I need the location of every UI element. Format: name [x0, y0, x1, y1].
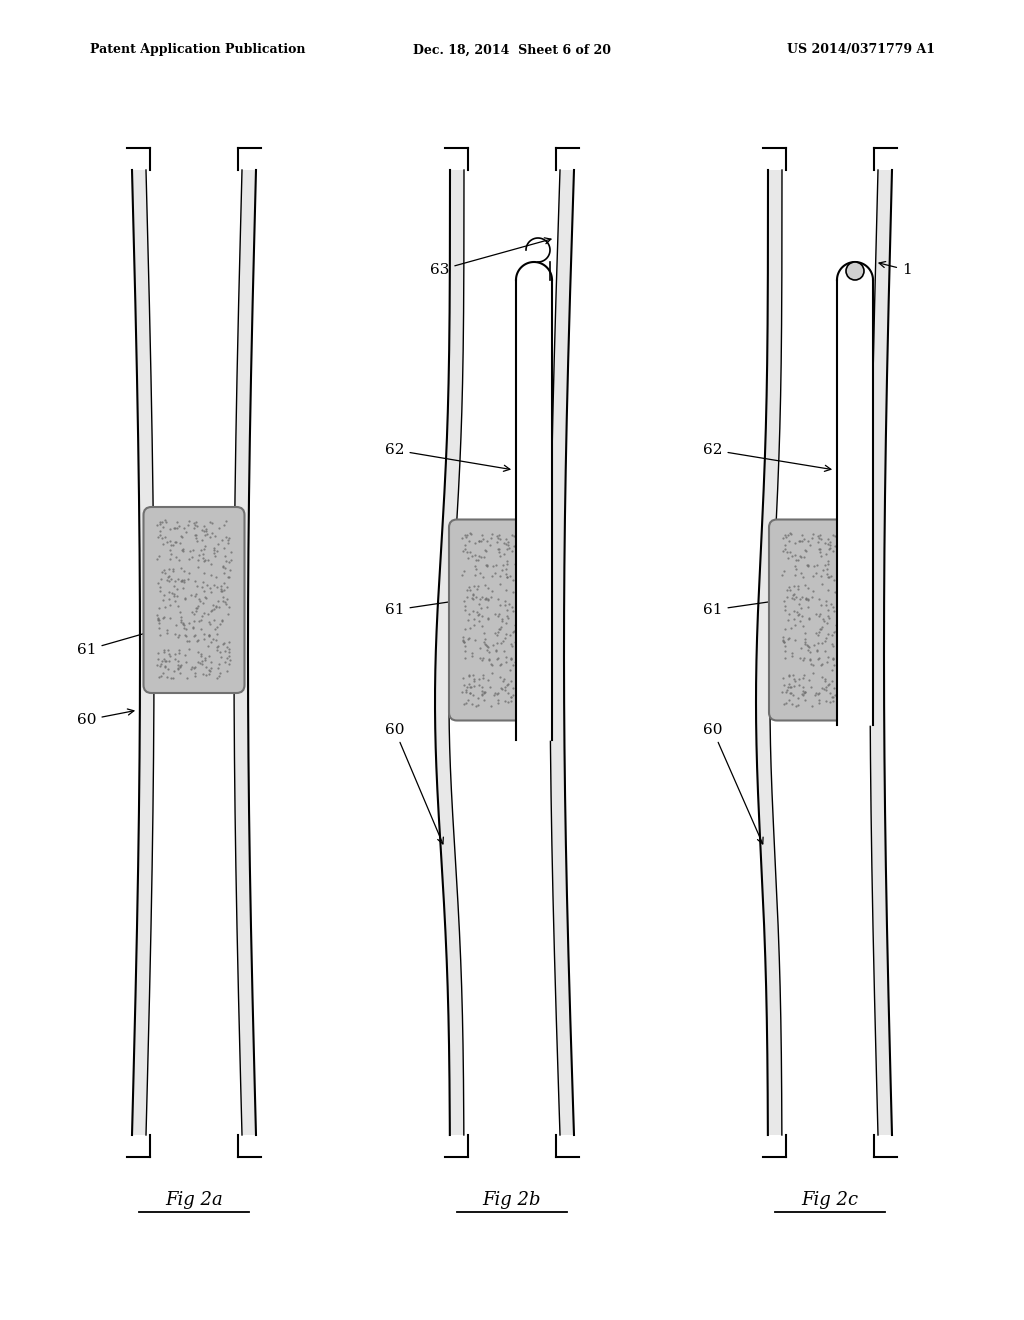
FancyBboxPatch shape — [143, 507, 245, 693]
Text: Dec. 18, 2014  Sheet 6 of 20: Dec. 18, 2014 Sheet 6 of 20 — [413, 44, 611, 57]
Text: 60: 60 — [77, 709, 134, 727]
FancyBboxPatch shape — [449, 520, 545, 721]
Polygon shape — [516, 261, 552, 741]
Text: 1: 1 — [879, 261, 911, 277]
Text: 61: 61 — [77, 630, 153, 657]
Text: 61: 61 — [703, 598, 778, 616]
Text: Fig 2c: Fig 2c — [802, 1191, 858, 1209]
Text: 60: 60 — [703, 723, 763, 843]
Text: US 2014/0371779 A1: US 2014/0371779 A1 — [787, 44, 935, 57]
Text: 63: 63 — [430, 238, 551, 277]
Text: Fig 2b: Fig 2b — [482, 1191, 542, 1209]
Polygon shape — [756, 170, 782, 1135]
Polygon shape — [550, 170, 574, 1135]
Polygon shape — [870, 170, 892, 1135]
Text: Fig 2a: Fig 2a — [165, 1191, 223, 1209]
Text: Patent Application Publication: Patent Application Publication — [90, 44, 305, 57]
Text: 61: 61 — [385, 598, 458, 616]
Text: 62: 62 — [385, 444, 510, 471]
Text: 62: 62 — [703, 444, 830, 471]
Polygon shape — [837, 261, 873, 725]
Polygon shape — [234, 170, 256, 1135]
Polygon shape — [132, 170, 154, 1135]
FancyBboxPatch shape — [769, 520, 867, 721]
Polygon shape — [435, 170, 464, 1135]
Circle shape — [846, 261, 864, 280]
Text: 60: 60 — [385, 723, 443, 843]
